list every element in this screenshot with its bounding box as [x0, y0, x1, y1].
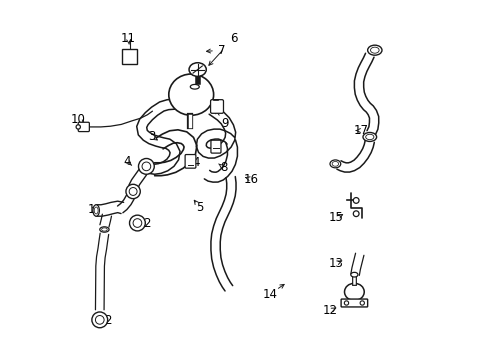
- Circle shape: [126, 184, 140, 199]
- Circle shape: [353, 198, 359, 203]
- Circle shape: [76, 125, 80, 129]
- FancyBboxPatch shape: [122, 49, 137, 64]
- Text: 1: 1: [88, 203, 95, 216]
- Ellipse shape: [363, 132, 377, 141]
- Text: 14: 14: [263, 288, 278, 301]
- Circle shape: [92, 312, 108, 328]
- Ellipse shape: [332, 162, 339, 166]
- Text: 12: 12: [323, 305, 338, 318]
- Text: 2: 2: [104, 314, 112, 327]
- Text: 4: 4: [193, 156, 200, 169]
- Ellipse shape: [344, 283, 364, 301]
- Ellipse shape: [94, 207, 98, 214]
- Ellipse shape: [330, 160, 341, 168]
- Circle shape: [133, 219, 142, 228]
- Text: 2: 2: [143, 217, 150, 230]
- Ellipse shape: [189, 63, 206, 76]
- FancyBboxPatch shape: [185, 154, 196, 168]
- Circle shape: [129, 215, 146, 231]
- Text: 13: 13: [329, 257, 344, 270]
- FancyBboxPatch shape: [211, 100, 223, 113]
- Text: 17: 17: [354, 124, 369, 137]
- Text: 7: 7: [218, 44, 225, 57]
- FancyBboxPatch shape: [211, 140, 221, 153]
- Text: 8: 8: [220, 161, 227, 174]
- Text: 9: 9: [221, 117, 229, 130]
- Circle shape: [96, 315, 104, 324]
- Circle shape: [142, 162, 151, 171]
- Ellipse shape: [366, 134, 374, 140]
- Ellipse shape: [93, 205, 99, 216]
- Text: 10: 10: [71, 113, 86, 126]
- Ellipse shape: [368, 45, 382, 55]
- Text: 4: 4: [123, 155, 131, 168]
- Text: 15: 15: [329, 211, 344, 224]
- Circle shape: [129, 188, 137, 195]
- Ellipse shape: [351, 273, 358, 277]
- Text: 3: 3: [148, 130, 155, 143]
- Circle shape: [344, 301, 349, 305]
- Ellipse shape: [100, 227, 109, 232]
- Ellipse shape: [370, 47, 379, 53]
- Ellipse shape: [101, 228, 107, 231]
- Circle shape: [353, 211, 359, 217]
- Ellipse shape: [169, 74, 214, 115]
- Text: 16: 16: [244, 173, 259, 186]
- Text: 5: 5: [196, 202, 204, 215]
- FancyBboxPatch shape: [341, 299, 368, 307]
- Ellipse shape: [190, 85, 199, 89]
- Circle shape: [360, 301, 365, 305]
- Circle shape: [139, 158, 154, 174]
- Text: 6: 6: [230, 32, 237, 45]
- Text: 11: 11: [121, 32, 136, 45]
- FancyBboxPatch shape: [78, 122, 89, 132]
